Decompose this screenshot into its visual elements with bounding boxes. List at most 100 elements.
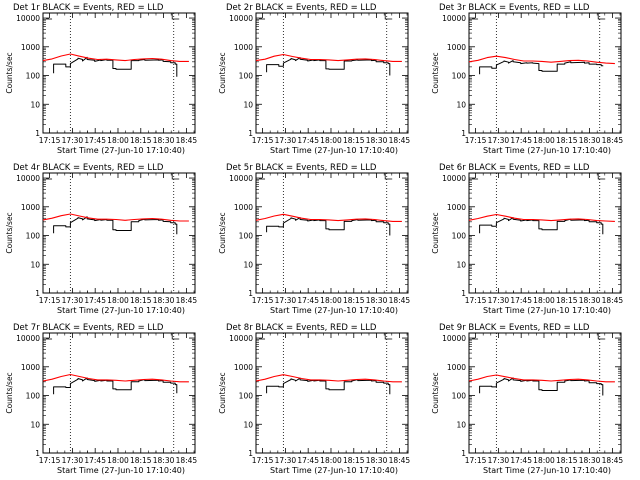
x-tick-label: 17:30 (275, 296, 297, 305)
x-tick-label: 17:30 (62, 136, 84, 145)
top-bracket-mark (171, 173, 180, 180)
x-axis-label: Start Time (27-Jun-10 17:10:40) (57, 146, 185, 155)
y-tick-label: 10 (30, 420, 40, 429)
x-axis-label: Start Time (27-Jun-10 17:10:40) (57, 466, 185, 475)
x-tick-label: 18:15 (556, 456, 578, 465)
y-tick-label: 1000 (447, 43, 466, 52)
y-tick-label: 1 (461, 129, 466, 138)
panel-title: Det 4r BLACK = Events, RED = LLD (13, 163, 164, 173)
y-tick-label: 10000 (229, 174, 253, 183)
y-tick-label: 1 (248, 129, 253, 138)
chart-panel-9: Det 9r BLACK = Events, RED = LLD 1 10 100 10… (431, 323, 623, 475)
x-tick-label: 17:15 (465, 136, 487, 145)
series-line-lld (468, 213, 615, 222)
x-axis-label: Start Time (27-Jun-10 17:10:40) (270, 466, 398, 475)
y-axis-label: Counts/sec (218, 52, 227, 93)
series-line-lld (468, 374, 615, 383)
y-tick-label: 10000 (16, 14, 40, 23)
y-tick-label: 10 (243, 420, 253, 429)
series-line-lld (42, 213, 189, 222)
x-tick-label: 18:30 (579, 456, 601, 465)
x-tick-label: 17:45 (84, 456, 106, 465)
series-line-events (53, 377, 178, 395)
y-tick-label: 10 (243, 100, 253, 109)
x-tick-label: 18:45 (602, 456, 624, 465)
x-tick-label: 18:45 (602, 296, 624, 305)
x-tick-label: 17:30 (62, 456, 84, 465)
y-tick-label: 1000 (21, 363, 40, 372)
x-tick-label: 17:45 (297, 136, 319, 145)
series-line-events (479, 60, 604, 75)
x-tick-label: 18:45 (389, 136, 411, 145)
x-tick-label: 17:15 (252, 136, 274, 145)
y-tick-label: 100 (26, 232, 41, 241)
top-bracket-mark (597, 333, 606, 340)
x-tick-label: 18:45 (602, 136, 624, 145)
x-tick-label: 17:15 (39, 136, 61, 145)
axes-frame (468, 172, 622, 294)
x-tick-label: 17:45 (510, 136, 532, 145)
x-tick-label: 18:00 (320, 136, 342, 145)
panel-title: Det 3r BLACK = Events, RED = LLD (439, 3, 590, 13)
x-tick-label: 18:30 (153, 136, 175, 145)
axes-frame (255, 332, 409, 454)
x-tick-label: 17:45 (84, 136, 106, 145)
series-line-events (266, 57, 391, 76)
y-tick-label: 1000 (234, 43, 253, 52)
x-axis-label: Start Time (27-Jun-10 17:10:40) (57, 306, 185, 315)
y-tick-label: 10 (456, 100, 466, 109)
series-line-lld (468, 55, 615, 65)
x-tick-label: 18:15 (343, 456, 365, 465)
y-tick-label: 10000 (442, 334, 466, 343)
x-tick-label: 17:45 (510, 456, 532, 465)
panel-title: Det 2r BLACK = Events, RED = LLD (226, 3, 377, 13)
top-bracket-mark (597, 173, 606, 180)
axes-frame (42, 12, 196, 134)
x-tick-label: 17:30 (62, 296, 84, 305)
panel-title: Det 7r BLACK = Events, RED = LLD (13, 323, 164, 333)
chart-panel-5: Det 5r BLACK = Events, RED = LLD 1 10 100 10… (218, 163, 410, 315)
x-tick-label: 18:15 (343, 296, 365, 305)
y-tick-label: 10000 (16, 334, 40, 343)
x-tick-label: 18:30 (579, 136, 601, 145)
y-tick-label: 100 (26, 72, 41, 81)
axes-frame (255, 12, 409, 134)
series-line-events (266, 217, 391, 236)
y-tick-label: 1 (461, 449, 466, 458)
top-bracket-mark (171, 333, 180, 340)
x-tick-label: 18:15 (556, 296, 578, 305)
x-tick-label: 17:15 (252, 456, 274, 465)
y-axis-label: Counts/sec (5, 212, 14, 253)
y-axis-label: Counts/sec (431, 52, 440, 93)
x-tick-label: 18:30 (579, 296, 601, 305)
chart-panel-2: Det 2r BLACK = Events, RED = LLD 1 10 100 10… (218, 3, 410, 155)
y-tick-label: 1000 (234, 363, 253, 372)
top-bracket-mark (384, 173, 393, 180)
series-line-lld (42, 373, 189, 383)
series-line-events (479, 217, 604, 235)
x-tick-label: 18:15 (130, 136, 152, 145)
y-tick-label: 1000 (234, 203, 253, 212)
y-axis-label: Counts/sec (5, 372, 14, 413)
x-tick-label: 17:45 (510, 296, 532, 305)
x-tick-label: 17:45 (84, 296, 106, 305)
y-tick-label: 1000 (21, 43, 40, 52)
y-axis-label: Counts/sec (218, 212, 227, 253)
top-bracket-mark (384, 13, 393, 20)
top-bracket-mark (384, 333, 393, 340)
y-tick-label: 10 (30, 260, 40, 269)
x-tick-label: 18:30 (153, 456, 175, 465)
series-line-events (53, 216, 178, 235)
y-tick-label: 10 (243, 260, 253, 269)
panel-title: Det 9r BLACK = Events, RED = LLD (439, 323, 590, 333)
y-axis-label: Counts/sec (431, 212, 440, 253)
x-tick-label: 18:00 (533, 456, 555, 465)
y-tick-label: 100 (239, 72, 254, 81)
x-tick-label: 17:30 (275, 136, 297, 145)
x-tick-label: 18:00 (107, 296, 129, 305)
series-line-events (479, 377, 604, 396)
y-tick-label: 10000 (442, 174, 466, 183)
top-bracket-mark (171, 13, 180, 20)
y-tick-label: 1 (35, 449, 40, 458)
